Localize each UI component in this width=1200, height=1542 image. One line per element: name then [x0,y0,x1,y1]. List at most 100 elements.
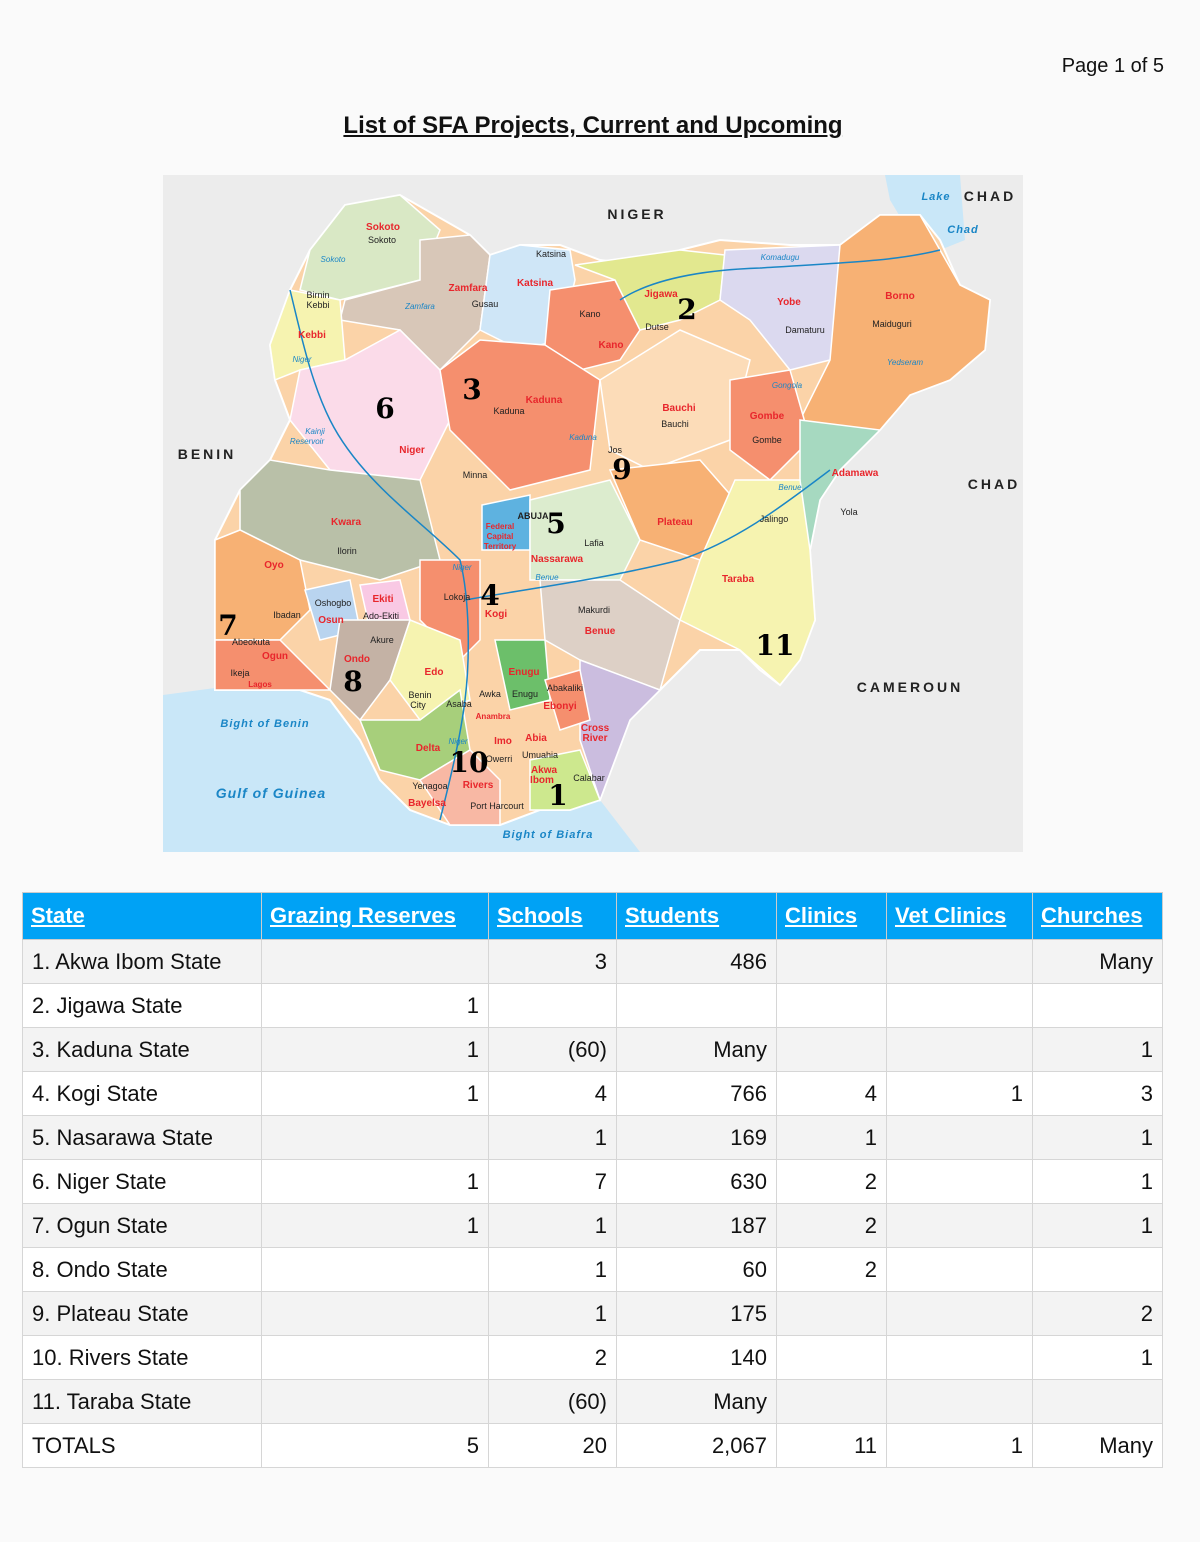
river-label: Benue [535,573,559,582]
table-row: 8. Ondo State 1 60 2 [22,1247,1163,1292]
column-header-churches[interactable]: Churches [1032,892,1163,940]
cell-students: Many [616,1027,777,1072]
column-header-grazing-reserves[interactable]: Grazing Reserves [261,892,489,940]
cell-grazing-reserves: 1 [261,1159,489,1204]
state-label: Plateau [657,517,693,528]
cell-grazing-reserves: 1 [261,1027,489,1072]
river-label: Zamfara [404,302,435,311]
column-header-clinics[interactable]: Clinics [776,892,887,940]
cell-schools: 7 [488,1159,617,1204]
table-row: 5. Nasarawa State 1 169 1 1 [22,1115,1163,1160]
country-label: CAMEROUN [857,679,963,695]
cell-clinics [776,1291,887,1336]
state-label: Benue [585,626,616,637]
cell-schools: 2 [488,1335,617,1380]
country-label: NIGER [607,206,666,222]
cell-state: 5. Nasarawa State [22,1115,262,1160]
river-label: Gongola [772,381,803,390]
cell-schools: (60) [488,1027,617,1072]
cell-state: 9. Plateau State [22,1291,262,1336]
state-label: Imo [494,736,512,747]
city-label: Gombe [752,435,782,445]
cell-students: 175 [616,1291,777,1336]
cell-churches [1032,1247,1163,1292]
city-label: Sokoto [368,235,396,245]
country-label: BENIN [178,446,237,462]
cell-students: 60 [616,1247,777,1292]
column-header-state[interactable]: State [22,892,262,940]
cell-vet-clinics [886,983,1033,1028]
cell-students [616,983,777,1028]
city-label: ABUJA [517,511,549,521]
water-label: Gulf of Guinea [216,785,326,801]
state-label: Borno [885,291,914,302]
country-labels: NIGER CHAD BENIN CHAD CAMEROUN [178,188,1018,695]
column-header-students[interactable]: Students [616,892,777,940]
cell-churches: 1 [1032,1159,1163,1204]
lake-chad [885,175,965,250]
cell-churches: Many [1032,939,1163,984]
city-label: Yola [840,507,857,517]
city-label: Damaturu [785,325,825,335]
water-label: Chad [947,224,979,236]
city-label: Kaduna [493,406,524,416]
state-label: Lagos [248,680,272,689]
city-label: Owerri [486,754,513,764]
cell-clinics [776,983,887,1028]
column-header-schools[interactable]: Schools [488,892,617,940]
project-marker: 10 [450,746,489,779]
state-label: Ebonyi [543,701,577,712]
cell-vet-clinics [886,1291,1033,1336]
cell-clinics: 11 [776,1423,887,1468]
cell-clinics: 2 [776,1247,887,1292]
state-label: Delta [416,743,441,754]
cell-churches: 1 [1032,1203,1163,1248]
cell-grazing-reserves [261,1115,489,1160]
cell-state: 8. Ondo State [22,1247,262,1292]
city-label: Ibadan [273,610,301,620]
state-regions [214,194,991,826]
project-marker: 1 [548,779,567,812]
cell-grazing-reserves: 5 [261,1423,489,1468]
city-label: Enugu [512,689,538,699]
city-label: Port Harcourt [470,801,524,811]
city-label: Abakaliki [547,683,583,693]
cell-churches: 1 [1032,1115,1163,1160]
cell-vet-clinics [886,1379,1033,1424]
cell-schools: 3 [488,939,617,984]
city-label: Calabar [573,773,605,783]
cell-vet-clinics [886,1159,1033,1204]
city-labels: Sokoto Katsina Birnin Kebbi Gusau Kano D… [230,235,911,811]
totals-row: TOTALS 5 20 2,067 11 1 Many [22,1423,1163,1468]
cell-state: 3. Kaduna State [22,1027,262,1072]
river-label: Benue [778,483,802,492]
state-label: River [582,733,607,744]
city-label: Minna [463,470,488,480]
state-label: Federal [486,522,514,531]
column-header-vet-clinics[interactable]: Vet Clinics [886,892,1033,940]
cell-state: 7. Ogun State [22,1203,262,1248]
cell-schools: 20 [488,1423,617,1468]
city-label: Umuahia [522,750,558,760]
state-label: Osun [318,615,344,626]
cell-schools: 4 [488,1071,617,1116]
cell-state: 11. Taraba State [22,1379,262,1424]
city-label: Maiduguri [872,319,912,329]
cell-vet-clinics [886,1247,1033,1292]
project-markers: 1 2 3 4 5 6 7 8 9 10 11 [218,293,794,812]
cell-clinics [776,1335,887,1380]
cell-grazing-reserves: 1 [261,1071,489,1116]
project-marker: 8 [343,665,362,698]
city-label: Abeokuta [232,637,270,647]
state-label: Rivers [463,780,494,791]
cell-churches: 1 [1032,1335,1163,1380]
city-label: Lafia [584,538,604,548]
city-label: Birnin [306,290,329,300]
river-label: Kaduna [569,433,597,442]
city-label: Jos [608,445,623,455]
cell-schools: 1 [488,1291,617,1336]
table-row: 10. Rivers State 2 140 1 [22,1335,1163,1380]
project-marker: 4 [480,579,499,612]
state-label: Kano [599,340,624,351]
